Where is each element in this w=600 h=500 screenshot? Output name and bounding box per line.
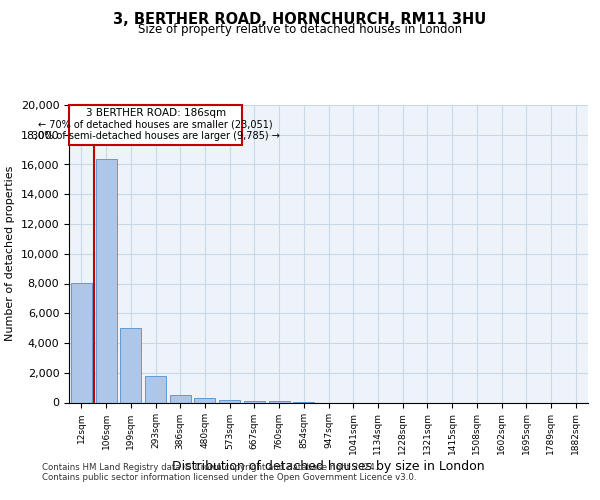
Text: 30% of semi-detached houses are larger (9,785) →: 30% of semi-detached houses are larger (… <box>32 132 280 141</box>
Text: 3 BERTHER ROAD: 186sqm: 3 BERTHER ROAD: 186sqm <box>86 108 226 118</box>
FancyBboxPatch shape <box>70 105 242 145</box>
Text: Size of property relative to detached houses in London: Size of property relative to detached ho… <box>138 24 462 36</box>
Text: Contains HM Land Registry data © Crown copyright and database right 2024.: Contains HM Land Registry data © Crown c… <box>42 462 377 471</box>
Text: ← 70% of detached houses are smaller (23,051): ← 70% of detached houses are smaller (23… <box>38 120 273 130</box>
Y-axis label: Number of detached properties: Number of detached properties <box>5 166 15 342</box>
Text: Contains public sector information licensed under the Open Government Licence v3: Contains public sector information licen… <box>42 472 416 482</box>
Bar <box>170 395 191 402</box>
Text: 3, BERTHER ROAD, HORNCHURCH, RM11 3HU: 3, BERTHER ROAD, HORNCHURCH, RM11 3HU <box>113 12 487 28</box>
Bar <box>71 283 92 403</box>
Bar <box>219 400 240 402</box>
Bar <box>145 376 166 402</box>
Bar <box>95 158 116 402</box>
Bar <box>244 400 265 402</box>
Bar <box>194 398 215 402</box>
Bar <box>120 328 141 402</box>
X-axis label: Distribution of detached houses by size in London: Distribution of detached houses by size … <box>172 460 485 473</box>
